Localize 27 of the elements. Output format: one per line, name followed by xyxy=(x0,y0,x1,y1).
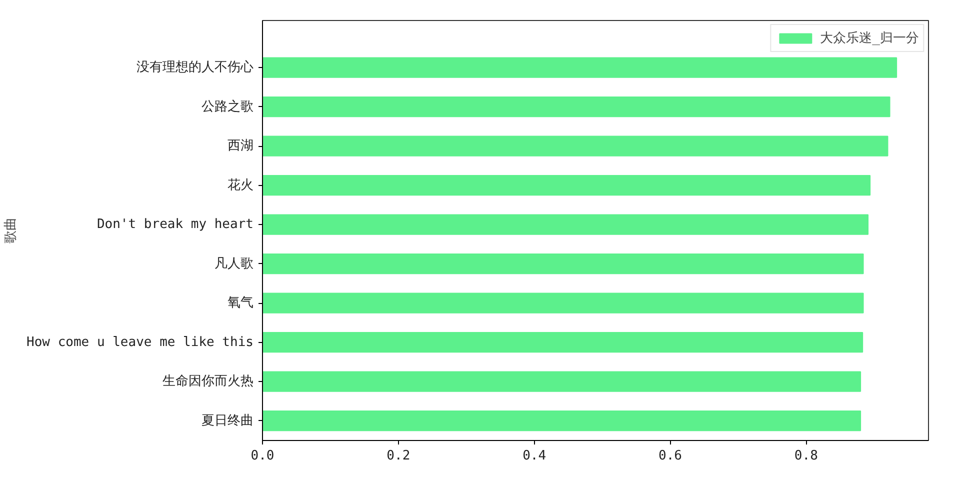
y-tick-label: 生命因你而火热 xyxy=(162,374,254,390)
y-tick-label: How come u leave me like this xyxy=(26,334,254,350)
x-tick-label: 0.0 xyxy=(250,448,274,464)
y-axis-title: 歌曲 xyxy=(4,218,19,244)
y-tick-label: 凡人歌 xyxy=(214,256,254,272)
y-tick-label: 西湖 xyxy=(228,138,254,154)
bar xyxy=(262,254,864,274)
x-tick-label: 0.4 xyxy=(522,448,546,464)
bar xyxy=(262,214,869,235)
bar xyxy=(262,371,862,392)
y-tick-label: 花火 xyxy=(228,178,254,193)
x-tick-label: 0.2 xyxy=(386,448,410,464)
y-tick-label: 夏日终曲 xyxy=(202,413,254,428)
bar xyxy=(262,410,862,432)
bar xyxy=(262,332,864,353)
y-tick-label: 氧气 xyxy=(228,296,254,311)
y-tick-label: Don't break my heart xyxy=(96,217,254,232)
bar xyxy=(262,136,888,156)
x-tick-label: 0.6 xyxy=(658,448,682,464)
bar xyxy=(262,96,890,118)
bar xyxy=(262,292,864,314)
y-tick-label: 没有理想的人不伤心 xyxy=(136,59,254,76)
x-tick-label: 0.8 xyxy=(794,448,818,464)
bar xyxy=(262,57,898,78)
y-tick-label: 公路之歌 xyxy=(202,99,254,114)
legend-label: 大众乐迷_归一分 xyxy=(820,30,919,47)
bar xyxy=(262,175,871,196)
